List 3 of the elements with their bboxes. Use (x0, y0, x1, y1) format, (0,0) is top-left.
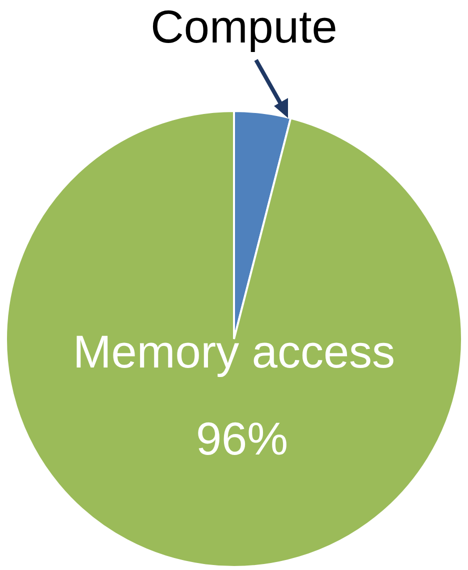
data-label: 96% (196, 412, 288, 464)
slice-label: Memory access (72, 326, 396, 378)
slice-label: Compute (150, 0, 338, 53)
